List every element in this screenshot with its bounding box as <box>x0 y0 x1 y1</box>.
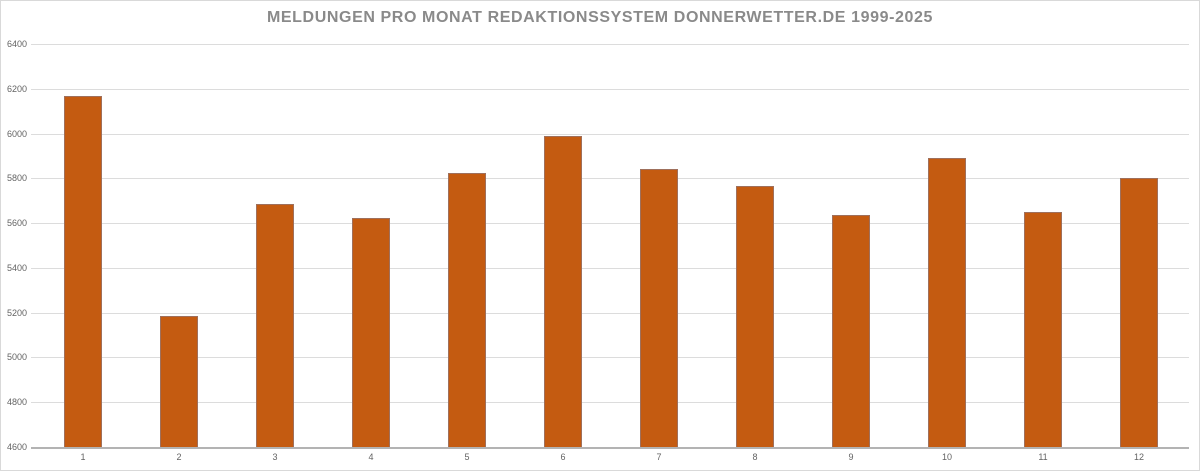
bars-container <box>35 44 1187 447</box>
bar-slot-5 <box>419 44 515 447</box>
y-tick-label-5200: 5200 <box>6 307 27 318</box>
x-tick-label-3: 3 <box>272 452 278 462</box>
y-tick-label-4800: 4800 <box>6 397 27 408</box>
x-tick-label-8: 8 <box>752 452 758 462</box>
x-tick-label-5: 5 <box>464 452 470 462</box>
gridline-6200 <box>31 88 1189 90</box>
bar-month-9 <box>832 215 870 447</box>
bar-slot-9 <box>803 44 899 447</box>
gridline-5400 <box>31 267 1189 269</box>
bar-month-1 <box>64 95 102 447</box>
x-tick-label-10: 10 <box>941 452 952 462</box>
y-tick-label-5600: 5600 <box>6 218 27 229</box>
y-tick-label-5400: 5400 <box>6 262 27 273</box>
bar-month-5 <box>448 172 486 447</box>
bar-month-3 <box>256 204 294 447</box>
y-tick-label-5800: 5800 <box>6 173 27 184</box>
y-tick-label-6200: 6200 <box>6 83 27 94</box>
x-tick-label-11: 11 <box>1038 452 1048 462</box>
bar-month-7 <box>640 169 678 447</box>
x-tick-label-6: 6 <box>560 452 566 462</box>
bar-slot-11 <box>995 44 1091 447</box>
bar-month-11 <box>1024 211 1062 447</box>
bar-slot-3 <box>227 44 323 447</box>
bar-month-10 <box>928 158 966 447</box>
bar-slot-7 <box>611 44 707 447</box>
x-tick-label-1: 1 <box>80 452 86 462</box>
bar-month-4 <box>352 217 390 447</box>
bar-slot-2 <box>131 44 227 447</box>
bar-slot-10 <box>899 44 995 447</box>
gridline-6000 <box>31 133 1189 135</box>
chart-title: MELDUNGEN PRO MONAT REDAKTIONSSYSTEM DON… <box>266 9 934 26</box>
x-tick-label-9: 9 <box>848 452 854 462</box>
bar-slot-1 <box>35 44 131 447</box>
x-tick-label-12: 12 <box>1133 452 1144 462</box>
x-tick-label-7: 7 <box>656 452 662 462</box>
y-axis-labels: 6400 6200 6000 5800 5600 5400 5200 5000 4800 4600 <box>1 39 27 452</box>
bar-slot-8 <box>707 44 803 447</box>
gridline-5000 <box>31 357 1189 359</box>
x-axis-line <box>31 447 1189 449</box>
x-axis-labels: 1 2 3 4 5 6 7 8 9 10 11 12 <box>35 452 1187 462</box>
y-tick-label-6000: 6000 <box>6 128 27 139</box>
bar-month-8 <box>736 186 774 447</box>
plot-area <box>31 44 1189 449</box>
bar-month-6 <box>544 135 582 447</box>
x-tick-label-4: 4 <box>368 452 374 462</box>
bar-slot-12 <box>1091 44 1187 447</box>
y-tick-label-5000: 5000 <box>6 352 27 363</box>
bar-month-2 <box>160 316 198 447</box>
bar-slot-6 <box>515 44 611 447</box>
y-tick-label-6400: 6400 <box>6 39 27 49</box>
gridline-4800 <box>31 402 1189 404</box>
gridline-5600 <box>31 223 1189 225</box>
y-tick-label-4600: 4600 <box>6 442 27 452</box>
bar-slot-4 <box>323 44 419 447</box>
gridline-5800 <box>31 178 1189 180</box>
gridline-6400 <box>31 44 1189 45</box>
x-tick-label-2: 2 <box>176 452 182 462</box>
gridline-5200 <box>31 312 1189 314</box>
bar-month-12 <box>1120 178 1158 447</box>
